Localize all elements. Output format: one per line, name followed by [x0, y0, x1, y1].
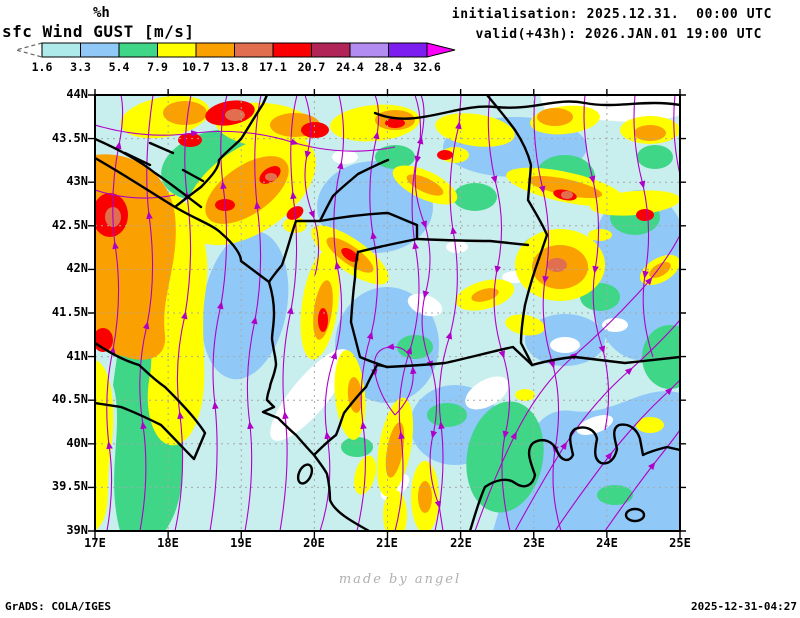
lat-label-40-5n: 40.5N	[51, 392, 88, 406]
colorbar-seg-9	[349, 42, 389, 58]
valid-time: valid(+43h): 2026.JAN.01 19:00 UTC	[475, 27, 762, 42]
colorbar-seg-8	[311, 42, 351, 58]
lat-label-43n: 43N	[66, 174, 88, 188]
plot-title: sfc Wind GUST [m/s]	[2, 22, 195, 41]
creation-timestamp: 2025-12-31-04:27	[691, 600, 797, 613]
montenegro-albania-border	[267, 219, 322, 284]
lon-label-17e: 17E	[84, 536, 106, 550]
lat-label-43-5n: 43.5N	[51, 131, 88, 145]
lon-label-21e: 21E	[376, 536, 398, 550]
colorbar-seg-7	[272, 42, 312, 58]
lon-label-25e: 25E	[669, 536, 691, 550]
colorbar-seg-2	[80, 42, 120, 58]
lat-label-42n: 42N	[66, 261, 88, 275]
lat-label-39-5n: 39.5N	[51, 479, 88, 493]
colorbar-tick: 7.9	[147, 60, 168, 74]
colorbar-seg-10	[388, 42, 428, 58]
streamlines-layer	[95, 95, 680, 531]
gust-shading-layer	[95, 95, 680, 531]
lat-label-41n: 41N	[66, 349, 88, 363]
lon-label-20e: 20E	[303, 536, 325, 550]
colorbar-tick: 20.7	[298, 60, 326, 74]
map-frame	[88, 89, 686, 538]
colorbar-seg-6	[234, 42, 274, 58]
lon-label-23e: 23E	[523, 536, 545, 550]
bosnia-border	[95, 137, 203, 209]
bosnia-serbia-border	[199, 95, 269, 189]
colorbar-seg-3	[118, 42, 158, 58]
initialisation-time: initialisation: 2025.12.31. 00:00 UTC	[451, 7, 772, 22]
serbia-macedonia-border	[356, 237, 530, 254]
colorbar-tick: 32.6	[413, 60, 441, 74]
italy-coastline	[95, 341, 207, 461]
bulgaria-greece-border	[530, 355, 680, 367]
albania-greece-border	[312, 363, 389, 457]
colorbar-tick: 1.6	[32, 60, 53, 74]
colorbar-tick: 17.1	[259, 60, 287, 74]
adriatic-coastline	[95, 156, 371, 531]
kosovo-borders	[318, 158, 419, 241]
lon-label-18e: 18E	[157, 536, 179, 550]
croatian-islands	[123, 141, 205, 183]
lat-label-42-5n: 42.5N	[51, 218, 88, 232]
colorbar-seg-5	[195, 42, 235, 58]
lon-label-19e: 19E	[230, 536, 252, 550]
colorbar-below-min-arrow	[14, 42, 43, 58]
aegean-coastline	[468, 423, 680, 531]
colorbar: 1.6 3.3 5.4 7.9 10.7 13.8 17.1 20.7 24.4…	[14, 42, 456, 74]
lat-label-41-5n: 41.5N	[51, 305, 88, 319]
colorbar-tick: 28.4	[375, 60, 403, 74]
colorbar-tick: 3.3	[70, 60, 91, 74]
wind-gust-map	[88, 89, 686, 538]
watermark: made by angel	[338, 572, 462, 587]
lon-label-24e: 24E	[596, 536, 618, 550]
colorbar-above-max-arrow	[426, 42, 456, 58]
colorbar-seg-4	[157, 42, 197, 58]
corner-units-label: %h	[93, 5, 110, 21]
serbia-bulgaria-border	[485, 95, 549, 367]
grads-credit: GrADS: COLA/IGES	[5, 600, 111, 613]
macedonia-greece-border	[385, 345, 534, 369]
map-panel	[87, 87, 688, 544]
colorbar-tick: 5.4	[109, 60, 130, 74]
corfu-island	[296, 463, 314, 485]
geo-borders-layer	[95, 95, 680, 531]
lat-label-44n: 44N	[66, 87, 88, 101]
danube-border	[373, 100, 680, 120]
colorbar-tick: 24.4	[336, 60, 364, 74]
colorbar-tick: 13.8	[221, 60, 249, 74]
lon-label-22e: 22E	[450, 536, 472, 550]
aegean-island	[624, 507, 646, 523]
colorbar-tick: 10.7	[182, 60, 210, 74]
albania-macedonia-border	[349, 250, 389, 369]
lat-label-40n: 40N	[66, 436, 88, 450]
colorbar-seg-1	[41, 42, 81, 58]
lat-label-39n: 39N	[66, 523, 88, 537]
